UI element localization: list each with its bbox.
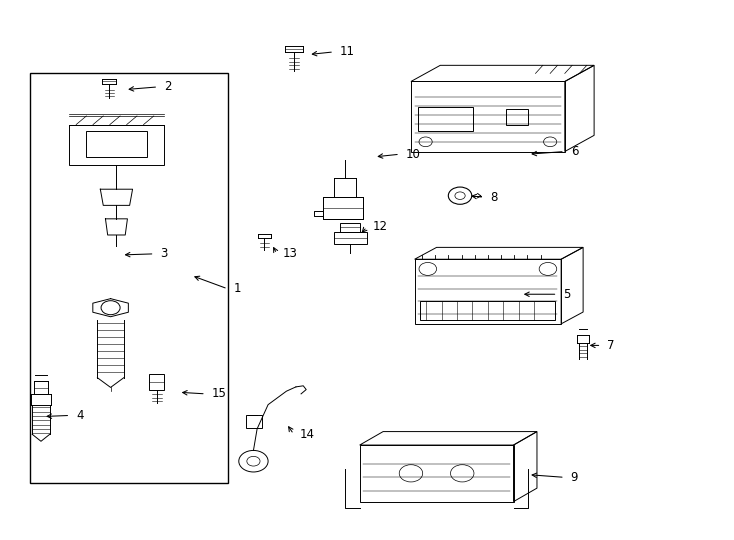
Bar (86, 131, 148, 157)
Text: 11: 11 (340, 45, 355, 58)
Bar (34, 381, 48, 394)
Text: 10: 10 (406, 148, 421, 161)
Text: 5: 5 (563, 288, 571, 301)
Bar (69, 125, 164, 165)
Bar (334, 232, 367, 244)
Bar (30, 73, 228, 483)
Text: 2: 2 (164, 80, 172, 93)
Text: 7: 7 (607, 339, 615, 352)
Bar (421, 301, 556, 320)
Bar (506, 110, 528, 125)
Bar (360, 445, 514, 502)
Text: 4: 4 (76, 409, 84, 422)
Text: 3: 3 (161, 247, 168, 260)
Text: 12: 12 (373, 220, 388, 233)
Text: 8: 8 (490, 191, 498, 204)
Text: 1: 1 (233, 282, 241, 295)
Bar (246, 415, 262, 428)
Bar (411, 82, 564, 152)
Text: 13: 13 (283, 247, 297, 260)
Bar (415, 259, 561, 324)
Bar (150, 375, 164, 389)
Text: 9: 9 (570, 471, 578, 484)
Bar (323, 197, 363, 219)
Bar (340, 222, 360, 232)
Bar (418, 107, 473, 131)
Text: 15: 15 (211, 387, 227, 400)
Text: 14: 14 (299, 428, 315, 441)
Text: 6: 6 (570, 145, 578, 158)
